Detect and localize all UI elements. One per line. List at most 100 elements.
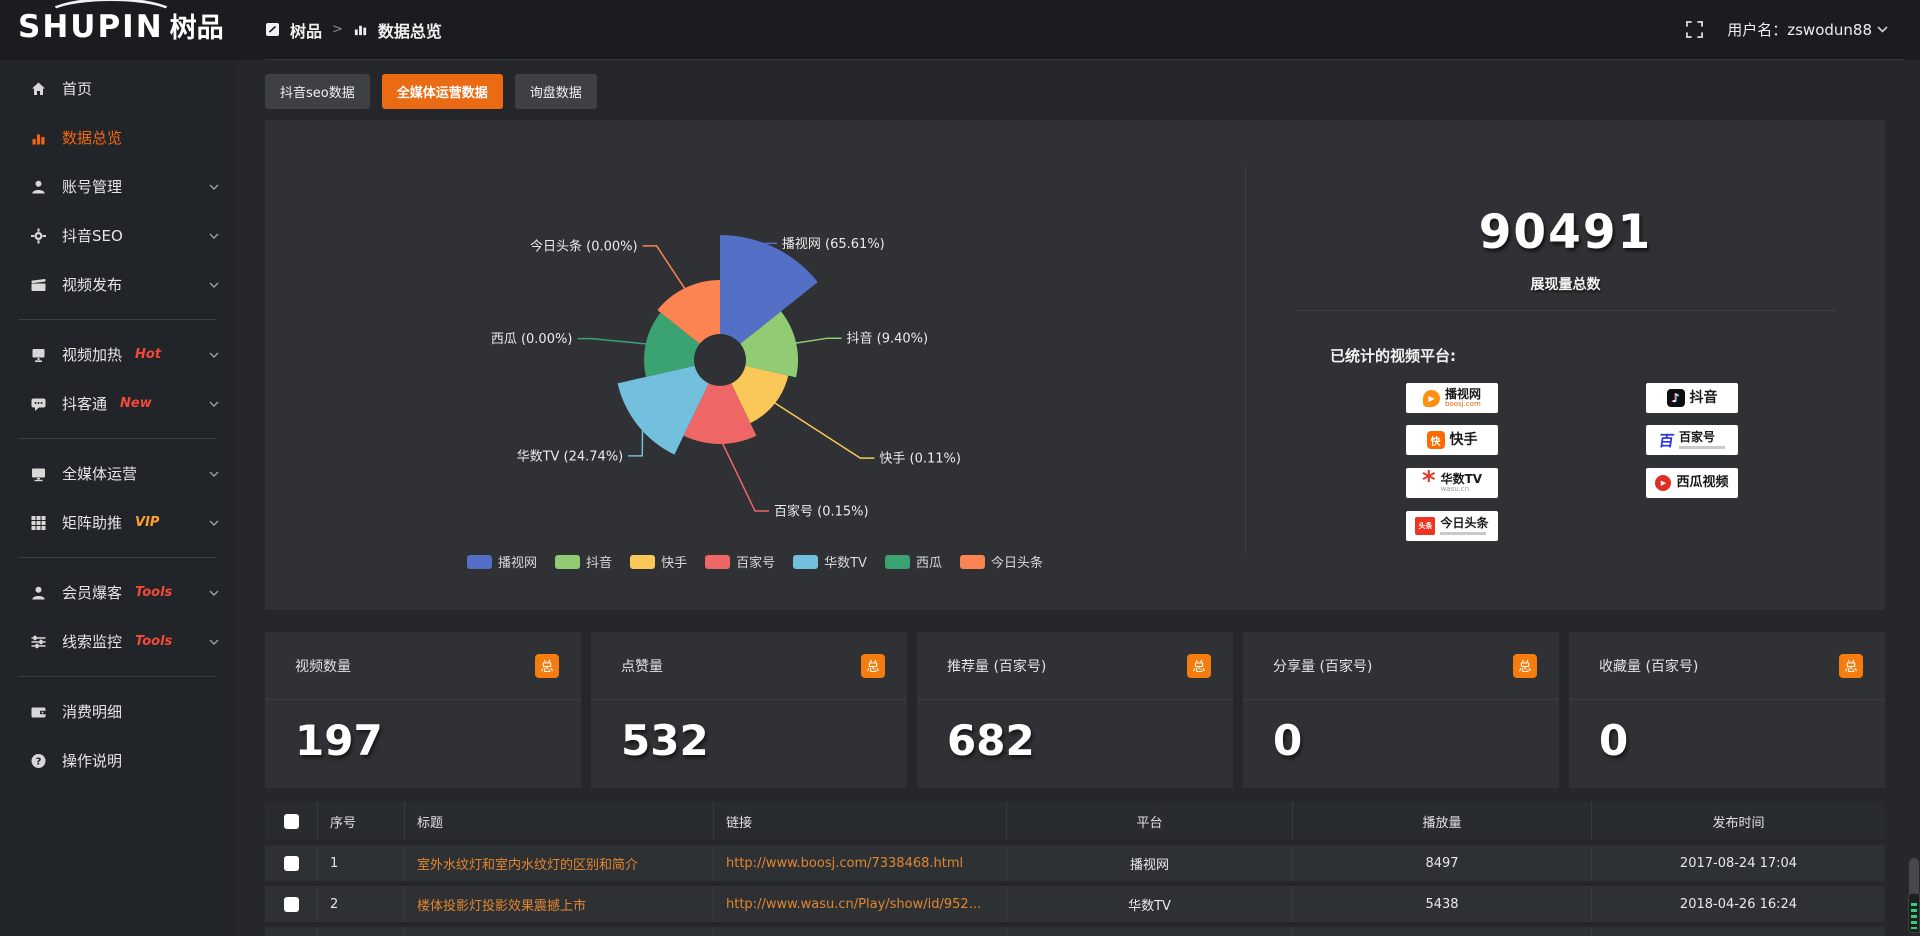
sidebar-item-help[interactable]: ? 操作说明 (0, 736, 235, 785)
stat-card-favorites: 收藏量 (百家号) 总 0 (1569, 632, 1885, 788)
stat-card-likes: 点赞量 总 532 (591, 632, 907, 788)
cell-url-link[interactable]: http://www.wasu.cn/Play/show/id/952... (714, 886, 1007, 922)
pie-label: 播视网 (65.61%) (782, 237, 885, 252)
sidebar-item-lead-monitor[interactable]: 线索监控 Tools (0, 617, 235, 666)
pie-label: 西瓜 (0.00%) (491, 332, 573, 347)
sidebar-item-doketong[interactable]: 抖客通 New (0, 379, 235, 428)
row-checkbox[interactable] (283, 855, 299, 871)
user-dropdown[interactable]: 用户名：zswodun88 (1727, 19, 1888, 40)
question-icon: ? (30, 753, 47, 769)
stat-card-recommendations: 推荐量 (百家号) 总 682 (917, 632, 1233, 788)
pie-slice-5[interactable] (644, 312, 700, 377)
total-badge: 总 (535, 653, 559, 678)
sidebar-item-omnimedia[interactable]: 全媒体运营 (0, 449, 235, 498)
pie-label-line (769, 399, 875, 459)
pie-slice-3[interactable] (683, 383, 757, 444)
chevron-down-icon (209, 184, 219, 190)
pie-slice-2[interactable] (731, 365, 789, 424)
sidebar-item-label: 矩阵助推 (62, 514, 123, 532)
stat-card-value: 682 (947, 716, 1035, 765)
floating-widget[interactable] (1908, 893, 1920, 933)
chat-icon (30, 396, 47, 412)
sidebar-divider (18, 438, 217, 439)
legend-swatch (959, 554, 985, 569)
legend-item[interactable]: 播视网 (467, 552, 537, 571)
svg-text:?: ? (36, 756, 42, 767)
tab-inquiry-data[interactable]: 询盘数据 (514, 74, 597, 109)
toutiao-slogan-line (1440, 531, 1487, 535)
gear-icon (30, 228, 47, 244)
cell-title-link[interactable]: 室外水纹灯和室内水纹灯的区别和简介 (405, 845, 714, 881)
sidebar-divider (18, 676, 217, 677)
legend-swatch (705, 554, 731, 569)
sidebar-item-douyin-seo[interactable]: 抖音SEO (0, 211, 235, 260)
stat-card-video-count: 视频数量 总 197 (265, 632, 581, 788)
tab-douyin-seo-data[interactable]: 抖音seo数据 (265, 74, 370, 109)
sidebar-item-label: 首页 (62, 80, 93, 98)
breadcrumb: 树品 > 数据总览 (265, 0, 442, 59)
sidebar-item-label: 抖音SEO (62, 227, 123, 245)
row-checkbox[interactable] (283, 896, 299, 912)
legend-item[interactable]: 抖音 (555, 552, 612, 571)
vip-badge: VIP (135, 515, 160, 530)
sidebar-item-label: 视频发布 (62, 276, 123, 294)
member-icon (30, 585, 47, 601)
legend-item[interactable]: 今日头条 (959, 552, 1043, 571)
platform-badge-xigua: ▶ 西瓜视频 (1646, 468, 1738, 498)
table-header-row: 序号 标题 链接 平台 播放量 发布时间 (265, 802, 1885, 840)
cell-url-link[interactable]: http://www.boosj.com/7338468.html (714, 845, 1007, 881)
pie-label: 今日头条 (0.00%) (530, 238, 638, 254)
sidebar-item-member-burst[interactable]: 会员爆客 Tools (0, 568, 235, 617)
breadcrumb-item[interactable]: 树品 (290, 21, 323, 41)
baijiahao-slogan-line (1679, 445, 1725, 449)
table-row: 1 室外水纹灯和室内水纹灯的区别和简介 http://www.boosj.com… (265, 845, 1885, 881)
total-badge: 总 (1187, 653, 1211, 678)
legend-item[interactable]: 百家号 (705, 552, 775, 571)
column-header-link: 链接 (714, 802, 1007, 840)
tools-badge: Tools (135, 585, 173, 600)
table-row-partial (265, 927, 1885, 936)
legend-swatch (793, 554, 819, 569)
select-all-checkbox[interactable] (283, 813, 299, 829)
pie-slice-0[interactable] (720, 235, 818, 344)
cell-plays: 8497 (1293, 845, 1592, 881)
clapperboard-icon (30, 277, 47, 293)
platform-badge-toutiao: 头条 今日头条 (1406, 511, 1498, 541)
pie-slice-6[interactable] (657, 280, 720, 344)
sidebar-item-video-publish[interactable]: 视频发布 (0, 260, 235, 309)
fullscreen-button[interactable] (1686, 21, 1704, 38)
column-header-title: 标题 (405, 802, 714, 840)
pie-slice-1[interactable] (740, 311, 798, 378)
stat-card-label: 视频数量 (295, 658, 351, 675)
tools-badge: Tools (135, 634, 173, 649)
pie-label: 抖音 (9.40%) (847, 331, 929, 347)
douyin-note-icon: ♪ (1666, 389, 1685, 407)
sidebar-item-video-heat[interactable]: 视频加热 Hot (0, 330, 235, 379)
stat-card-label: 收藏量 (百家号) (1599, 658, 1699, 675)
boosj-play-icon: ▶ (1422, 389, 1440, 407)
platform-badge-wasu: * 华数TV wasu.cn (1406, 468, 1498, 498)
tab-omnimedia-data[interactable]: 全媒体运营数据 (381, 74, 503, 109)
legend-item[interactable]: 西瓜 (884, 552, 942, 571)
legend-item[interactable]: 快手 (630, 552, 687, 571)
sidebar-item-data-overview[interactable]: 数据总览 (0, 113, 235, 162)
pie-label-line (790, 337, 842, 345)
platform-badge-baijiahao: 百 百家号 (1646, 425, 1738, 455)
sidebar-item-matrix-boost[interactable]: 矩阵助推 VIP (0, 498, 235, 547)
monitor-icon (30, 466, 47, 482)
pie-slice-4[interactable] (617, 365, 709, 455)
stat-card-value: 0 (1273, 716, 1303, 765)
pie-svg: 播视网 (65.61%) 抖音 (9.40%) 快手 (0.11%) 百家号 (0.1… (491, 235, 961, 520)
sidebar-item-home[interactable]: 首页 (0, 64, 235, 113)
chevron-down-icon (209, 590, 219, 596)
sidebar-item-account[interactable]: 账号管理 (0, 162, 235, 211)
logo-arc (46, 0, 176, 32)
sidebar-item-label: 数据总览 (62, 129, 123, 147)
breadcrumb-item-current: 数据总览 (377, 21, 442, 41)
cell-title-link[interactable]: 楼体投影灯投影效果震撼上市 (405, 886, 714, 922)
sliders-icon (30, 634, 47, 650)
sidebar: 首页 数据总览 账号管理 抖音SEO 视频发布 视频加热 Hot 抖客通 New… (0, 60, 235, 936)
sidebar-item-label: 操作说明 (62, 752, 123, 770)
legend-item[interactable]: 华数TV (793, 552, 867, 571)
sidebar-item-spending-detail[interactable]: 消费明细 (0, 687, 235, 736)
